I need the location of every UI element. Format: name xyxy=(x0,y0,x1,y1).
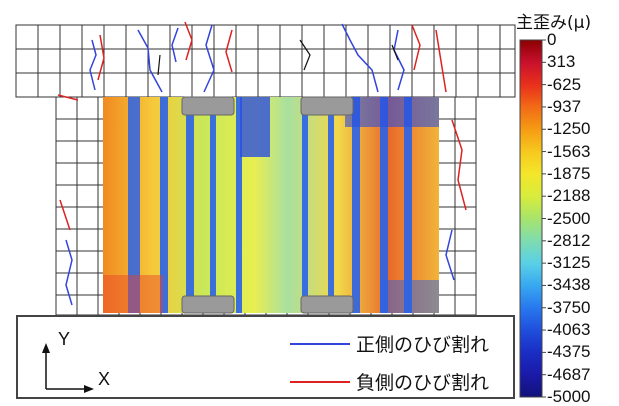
colorbar-tick-label: -1250 xyxy=(547,119,591,139)
negative-crack-label: 負側のひび割れ xyxy=(356,372,490,394)
strain-contour-image xyxy=(103,96,439,314)
colorbar-tick-label: -4687 xyxy=(547,364,591,384)
colorbar-tick-label: -3125 xyxy=(547,253,591,273)
positive-crack-swatch xyxy=(290,343,350,345)
upper-beam-grid xyxy=(15,24,516,98)
colorbar-tick-label: -4375 xyxy=(547,342,591,362)
colorbar-tick-label: -4063 xyxy=(547,320,591,340)
colorbar-tick-label: -1875 xyxy=(547,163,591,183)
cracks-black xyxy=(157,39,399,76)
colorbar-tick-label: -5000 xyxy=(547,387,591,406)
axes-arrows xyxy=(42,343,94,393)
colorbar xyxy=(519,39,546,398)
colorbar-tick-label: -1563 xyxy=(547,141,591,161)
colorbar-tick-label: -2812 xyxy=(547,230,591,250)
colorbar-tick-label: -625 xyxy=(547,74,582,94)
cracks-positive xyxy=(65,23,455,306)
y-axis-label: Y xyxy=(58,329,71,349)
cracks-negative xyxy=(57,21,467,231)
x-axis-label: X xyxy=(98,369,111,389)
colorbar-tick-label: -937 xyxy=(547,96,582,116)
colorbar-title: 主歪み(μ) xyxy=(516,13,592,33)
legend-box: Y X 正側のひび割れ 負側のひび割れ xyxy=(16,315,515,399)
positive-crack-label: 正側のひび割れ xyxy=(356,334,490,356)
colorbar-tick-label: 0 xyxy=(547,30,557,49)
colorbar-scale xyxy=(519,39,543,398)
negative-crack-swatch xyxy=(290,381,350,383)
colorbar-tick-label: 313 xyxy=(547,52,576,72)
colorbar-tick-label: -2188 xyxy=(547,186,591,206)
colorbar-tick-label: -2500 xyxy=(547,208,591,228)
colorbar-tick-label: -3750 xyxy=(547,297,591,317)
colorbar-tick-label: -3438 xyxy=(547,275,591,295)
